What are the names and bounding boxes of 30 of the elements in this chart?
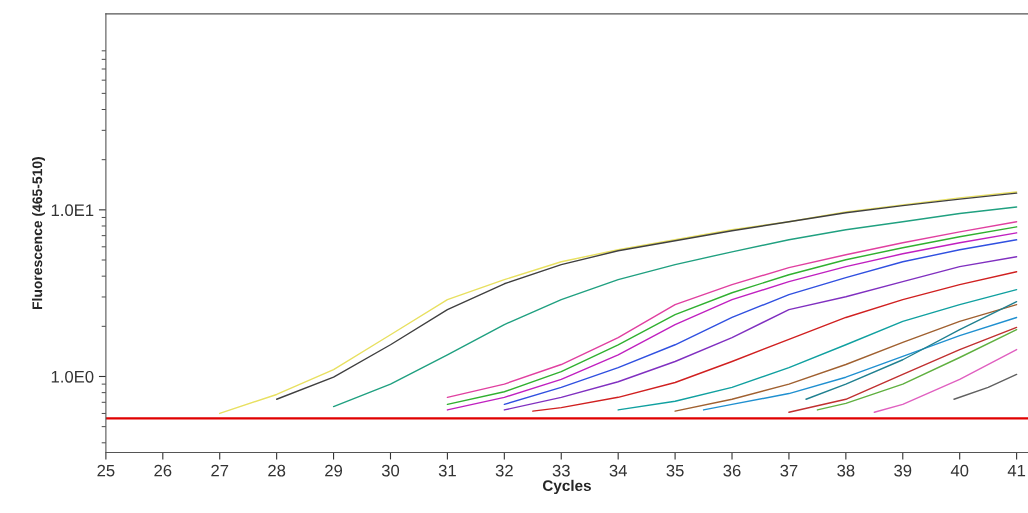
line-series [805,301,1018,400]
y-tick-label: 1.0E0 [51,370,94,383]
line-series [332,206,1018,408]
x-axis-title: Cycles [542,479,591,495]
x-tick-label: 26 [154,464,172,477]
x-tick-label: 37 [780,464,798,477]
line-series [674,303,1018,412]
line-series [702,316,1018,411]
y-tick-label: 1.0E1 [51,204,94,217]
x-tick-label: 38 [837,464,855,477]
x-tick-label: 35 [666,464,684,477]
x-tick-label: 41 [1007,464,1026,477]
x-tick-label: 29 [325,464,343,477]
x-tick-label: 27 [211,464,229,477]
x-tick-label: 25 [97,464,115,477]
line-series [788,326,1018,413]
x-tick-label: 39 [894,464,912,477]
x-tick-label: 28 [268,464,286,477]
line-series [816,328,1018,411]
x-tick-label: 34 [609,464,627,477]
line-series [532,271,1018,412]
x-tick-label: 32 [495,464,513,477]
x-tick-label: 33 [552,464,570,477]
y-axis-title: Fluorescence (465-510) [32,157,45,310]
x-tick-label: 30 [381,464,400,477]
x-tick-label: 36 [723,464,741,477]
x-tick-label: 31 [438,464,456,477]
x-tick-label: 40 [950,464,969,477]
line-series [873,348,1018,413]
line-series [617,288,1018,411]
